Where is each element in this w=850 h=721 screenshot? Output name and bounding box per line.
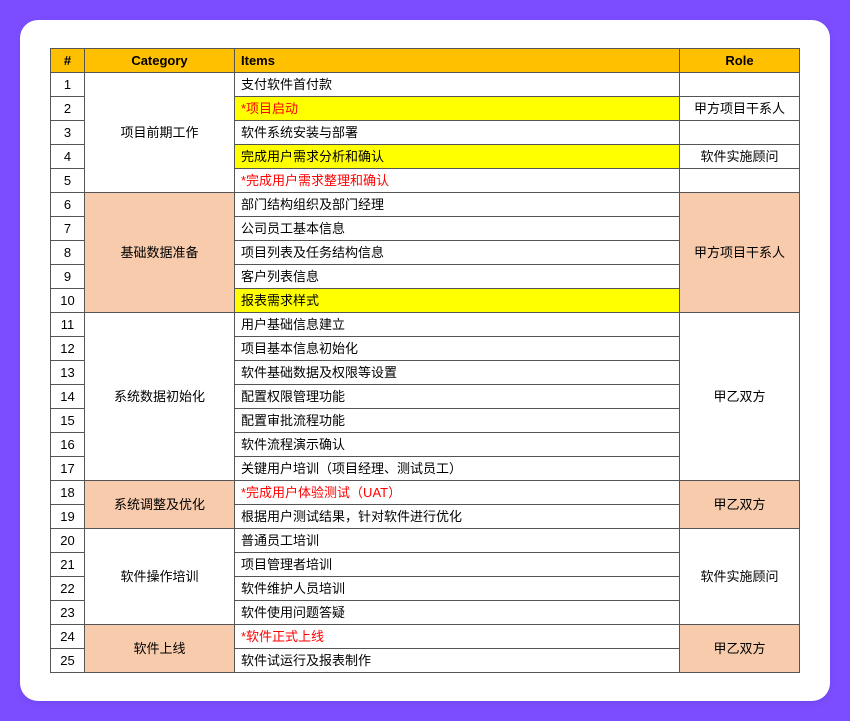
category-cell: 项目前期工作 — [85, 73, 235, 193]
row-number: 1 — [51, 73, 85, 97]
row-number: 5 — [51, 169, 85, 193]
role-cell — [680, 73, 800, 97]
row-number: 11 — [51, 313, 85, 337]
role-cell — [680, 121, 800, 145]
item-cell: 关键用户培训（项目经理、测试员工） — [235, 457, 680, 481]
card: # Category Items Role 1项目前期工作支付软件首付款2*项目… — [20, 20, 830, 701]
row-number: 4 — [51, 145, 85, 169]
item-cell: 项目管理者培训 — [235, 553, 680, 577]
role-cell — [680, 169, 800, 193]
item-cell: 软件维护人员培训 — [235, 577, 680, 601]
item-cell: 软件系统安装与部署 — [235, 121, 680, 145]
item-cell: 配置权限管理功能 — [235, 385, 680, 409]
table-row: 20软件操作培训普通员工培训软件实施顾问 — [51, 529, 800, 553]
row-number: 25 — [51, 649, 85, 673]
category-cell: 软件上线 — [85, 625, 235, 673]
table-row: 6基础数据准备部门结构组织及部门经理甲方项目干系人 — [51, 193, 800, 217]
item-cell: 部门结构组织及部门经理 — [235, 193, 680, 217]
item-cell: *软件正式上线 — [235, 625, 680, 649]
row-number: 12 — [51, 337, 85, 361]
item-cell: 公司员工基本信息 — [235, 217, 680, 241]
header-role: Role — [680, 49, 800, 73]
item-cell: 客户列表信息 — [235, 265, 680, 289]
item-cell: *完成用户需求整理和确认 — [235, 169, 680, 193]
row-number: 8 — [51, 241, 85, 265]
header-category: Category — [85, 49, 235, 73]
item-cell: 项目列表及任务结构信息 — [235, 241, 680, 265]
row-number: 24 — [51, 625, 85, 649]
row-number: 6 — [51, 193, 85, 217]
row-number: 15 — [51, 409, 85, 433]
row-number: 2 — [51, 97, 85, 121]
item-cell: 根据用户测试结果，针对软件进行优化 — [235, 505, 680, 529]
item-cell: 支付软件首付款 — [235, 73, 680, 97]
row-number: 18 — [51, 481, 85, 505]
row-number: 19 — [51, 505, 85, 529]
header-items: Items — [235, 49, 680, 73]
item-cell: 用户基础信息建立 — [235, 313, 680, 337]
row-number: 7 — [51, 217, 85, 241]
category-cell: 系统数据初始化 — [85, 313, 235, 481]
header-row: # Category Items Role — [51, 49, 800, 73]
item-cell: 软件流程演示确认 — [235, 433, 680, 457]
row-number: 17 — [51, 457, 85, 481]
row-number: 20 — [51, 529, 85, 553]
header-num: # — [51, 49, 85, 73]
role-cell: 甲乙双方 — [680, 313, 800, 481]
table-row: 11系统数据初始化用户基础信息建立甲乙双方 — [51, 313, 800, 337]
row-number: 16 — [51, 433, 85, 457]
row-number: 9 — [51, 265, 85, 289]
row-number: 22 — [51, 577, 85, 601]
item-cell: *完成用户体验测试（UAT） — [235, 481, 680, 505]
role-cell: 软件实施顾问 — [680, 145, 800, 169]
role-cell: 甲方项目干系人 — [680, 193, 800, 313]
role-cell: 甲乙双方 — [680, 481, 800, 529]
row-number: 14 — [51, 385, 85, 409]
role-cell: 软件实施顾问 — [680, 529, 800, 625]
role-cell: 甲方项目干系人 — [680, 97, 800, 121]
row-number: 21 — [51, 553, 85, 577]
category-cell: 系统调整及优化 — [85, 481, 235, 529]
item-cell: *项目启动 — [235, 97, 680, 121]
item-cell: 普通员工培训 — [235, 529, 680, 553]
category-cell: 软件操作培训 — [85, 529, 235, 625]
row-number: 3 — [51, 121, 85, 145]
table-row: 24软件上线*软件正式上线甲乙双方 — [51, 625, 800, 649]
row-number: 23 — [51, 601, 85, 625]
table-row: 18系统调整及优化*完成用户体验测试（UAT）甲乙双方 — [51, 481, 800, 505]
table-row: 1项目前期工作支付软件首付款 — [51, 73, 800, 97]
item-cell: 软件基础数据及权限等设置 — [235, 361, 680, 385]
row-number: 10 — [51, 289, 85, 313]
item-cell: 软件使用问题答疑 — [235, 601, 680, 625]
category-cell: 基础数据准备 — [85, 193, 235, 313]
row-number: 13 — [51, 361, 85, 385]
item-cell: 软件试运行及报表制作 — [235, 649, 680, 673]
role-cell: 甲乙双方 — [680, 625, 800, 673]
item-cell: 项目基本信息初始化 — [235, 337, 680, 361]
item-cell: 报表需求样式 — [235, 289, 680, 313]
item-cell: 完成用户需求分析和确认 — [235, 145, 680, 169]
project-plan-table: # Category Items Role 1项目前期工作支付软件首付款2*项目… — [50, 48, 800, 673]
item-cell: 配置审批流程功能 — [235, 409, 680, 433]
